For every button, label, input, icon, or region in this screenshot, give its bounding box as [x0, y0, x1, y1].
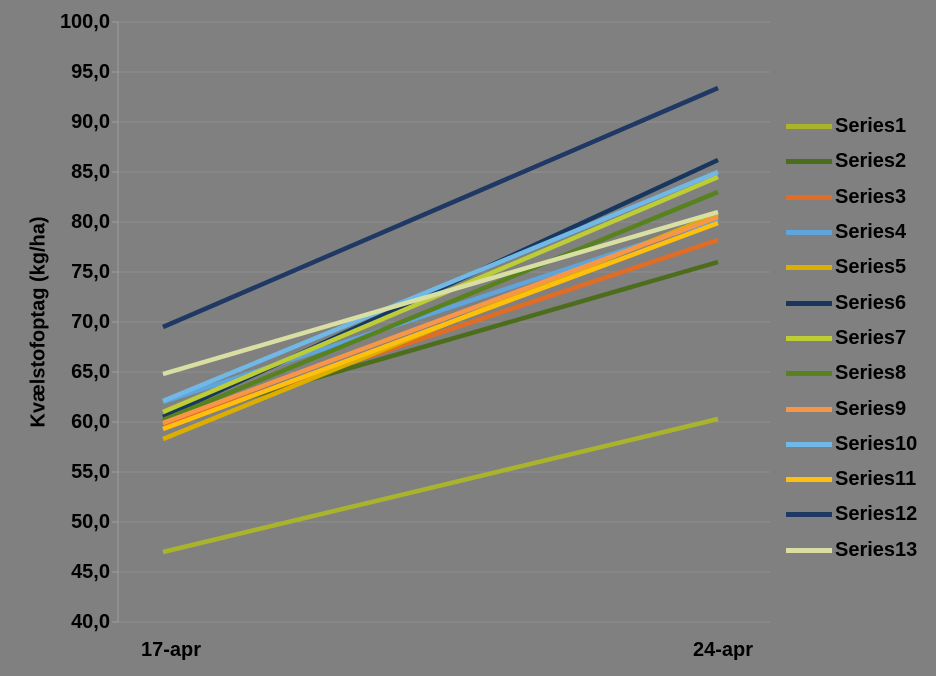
legend-item-series10: Series10: [786, 427, 936, 462]
series-line-13: [162, 209, 719, 377]
series-line-12: [162, 85, 719, 330]
legend-swatch: [786, 194, 832, 200]
legend-swatch: [786, 124, 832, 130]
legend-swatch: [786, 335, 832, 341]
legend-label: Series5: [835, 256, 907, 279]
legend-label: Series3: [835, 185, 907, 208]
legend-item-series1: Series1: [786, 109, 936, 144]
legend: Series1 Series2 Series3 Series4 Series5 Serie…: [786, 109, 936, 568]
legend-label: Series11: [835, 468, 917, 491]
legend-swatch: [786, 371, 832, 377]
y-tick-label: 80,0: [71, 211, 110, 233]
legend-label: Series12: [835, 503, 918, 526]
x-tick-label: 17-apr: [140, 639, 202, 661]
legend-swatch: [786, 441, 832, 447]
legend-item-series7: Series7: [786, 321, 936, 356]
y-tick-label: 70,0: [71, 311, 110, 333]
x-tick-label: 24-apr: [692, 639, 754, 661]
legend-item-series2: Series2: [786, 144, 936, 179]
y-tick-label: 40,0: [71, 611, 110, 633]
y-tick-label: 95,0: [71, 61, 110, 83]
legend-swatch: [786, 265, 832, 271]
y-tick-label: 90,0: [71, 111, 110, 133]
legend-item-series4: Series4: [786, 215, 936, 250]
legend-item-series6: Series6: [786, 285, 936, 320]
legend-item-series13: Series13: [786, 533, 936, 568]
legend-item-series5: Series5: [786, 250, 936, 285]
series-line-11: [162, 220, 719, 432]
y-tick-label: 85,0: [71, 161, 110, 183]
series-line-10: [162, 169, 719, 404]
y-tick-label: 100,0: [59, 11, 110, 33]
legend-label: Series9: [835, 397, 907, 420]
legend-item-series12: Series12: [786, 497, 936, 532]
y-tick-label: 45,0: [71, 561, 110, 583]
legend-label: Series10: [835, 432, 918, 455]
legend-label: Series2: [835, 150, 907, 173]
series-line-8: [162, 189, 719, 423]
legend-label: Series6: [835, 291, 907, 314]
legend-swatch: [786, 547, 832, 553]
legend-swatch: [786, 406, 832, 412]
series-line-1: [162, 416, 719, 555]
y-tick-label: 65,0: [71, 361, 110, 383]
y-tick-label: 75,0: [71, 261, 110, 283]
legend-swatch: [786, 159, 832, 165]
legend-swatch: [786, 300, 832, 306]
y-tick-label: 60,0: [71, 411, 110, 433]
series-line-9: [162, 214, 719, 426]
legend-item-series11: Series11: [786, 462, 936, 497]
legend-item-series3: Series3: [786, 180, 936, 215]
legend-label: Series7: [835, 326, 907, 349]
legend-item-series8: Series8: [786, 356, 936, 391]
y-axis-title: Kvælstofoptag (kg/ha): [27, 216, 50, 428]
legend-swatch: [786, 230, 832, 236]
legend-item-series9: Series9: [786, 391, 936, 426]
legend-label: Series8: [835, 362, 907, 385]
y-tick-label: 50,0: [71, 511, 110, 533]
legend-swatch: [786, 477, 832, 483]
legend-swatch: [786, 512, 832, 518]
legend-label: Series13: [835, 538, 918, 561]
legend-label: Series1: [835, 115, 907, 138]
y-tick-label: 55,0: [71, 461, 110, 483]
legend-label: Series4: [835, 221, 907, 244]
